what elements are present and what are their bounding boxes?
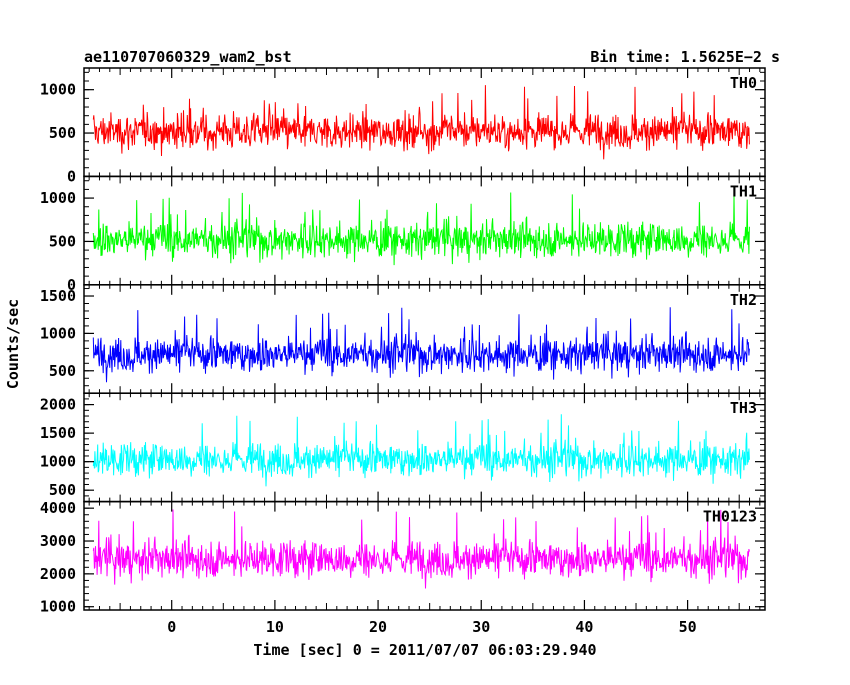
y-tick-label: 500 — [49, 232, 76, 250]
panel-label-th1: TH1 — [730, 182, 757, 200]
panel-label-th2: TH2 — [730, 291, 757, 309]
y-axis-label: Counts/sec — [4, 299, 22, 389]
y-tick-label: 0 — [67, 276, 76, 294]
y-tick-label: 4000 — [40, 499, 76, 517]
panel-frame — [83, 67, 766, 178]
y-tick-label: 500 — [49, 362, 76, 380]
y-tick-label: 1000 — [40, 324, 76, 342]
y-tick-label: 0 — [67, 167, 76, 185]
panel-label-th0: TH0 — [730, 74, 757, 92]
panel-label-th0123: TH0123 — [703, 508, 757, 526]
y-tick-label: 1000 — [40, 598, 76, 616]
chart-title-left: ae110707060329_wam2_bst — [84, 48, 292, 66]
y-tick-label: 500 — [49, 481, 76, 499]
x-tick-label: 50 — [679, 618, 697, 636]
panel-th0123: 1000 2000 3000 4000 TH0123 — [40, 499, 766, 616]
panel-frame — [83, 500, 766, 611]
series-th0 — [92, 85, 750, 160]
series-th1 — [92, 192, 750, 266]
series-th0123 — [92, 509, 750, 589]
y-tick-label: 500 — [49, 124, 76, 142]
y-tick-label: 1000 — [40, 81, 76, 99]
series-th3 — [92, 414, 750, 487]
x-axis-label: Time [sec] 0 = 2011/07/07 06:03:29.940 — [253, 641, 596, 659]
y-tick-label: 1000 — [40, 453, 76, 471]
x-tick-label: 20 — [369, 618, 387, 636]
y-tick-label: 1000 — [40, 189, 76, 207]
x-tick-label: 10 — [266, 618, 284, 636]
x-tick-label: 30 — [472, 618, 490, 636]
y-tick-label: 2000 — [40, 565, 76, 583]
chart-title-right: Bin time: 1.5625E−2 s — [590, 48, 780, 66]
panel-th0: 0 500 1000 TH0 — [40, 67, 766, 185]
x-tick-label: 40 — [575, 618, 593, 636]
series-th2 — [92, 307, 750, 383]
panel-frame — [83, 284, 766, 394]
y-tick-label: 1500 — [40, 287, 76, 305]
y-tick-label: 1500 — [40, 424, 76, 442]
panel-th2: 500 1000 1500 TH2 — [40, 284, 766, 394]
x-tick-label: 0 — [167, 618, 176, 636]
panel-th3: 500 1000 1500 2000 TH3 — [40, 392, 766, 503]
y-tick-label: 2000 — [40, 396, 76, 414]
y-tick-label: 3000 — [40, 532, 76, 550]
panel-label-th3: TH3 — [730, 399, 757, 417]
panel-th1: 0 500 1000 TH1 — [40, 175, 766, 294]
